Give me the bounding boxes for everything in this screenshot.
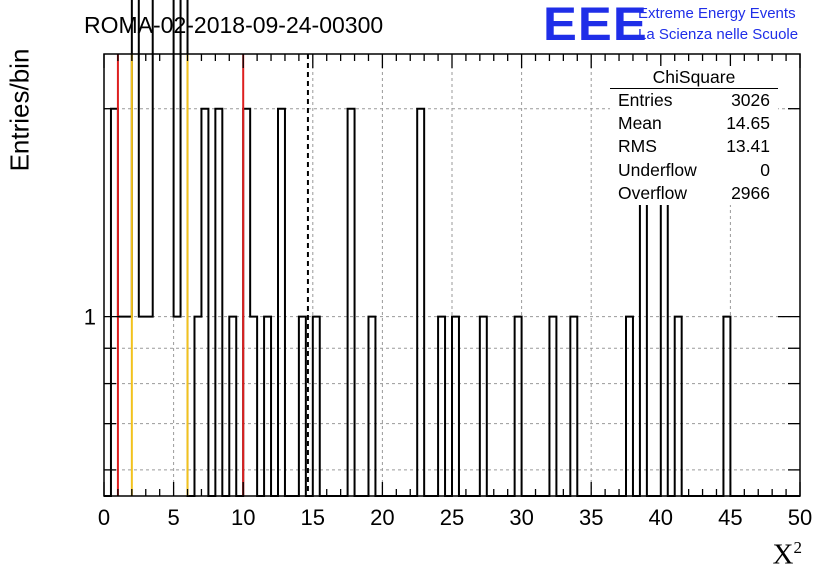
stats-label: Underflow: [618, 159, 697, 180]
histogram-bin: [139, 317, 146, 496]
stats-row-rms: RMS 13.41: [610, 135, 778, 158]
stats-value: 14.65: [726, 113, 770, 134]
axis-ticks: [103, 54, 801, 496]
histogram-bin: [160, 0, 167, 496]
stats-value: 0: [760, 159, 770, 180]
histogram-bin: [118, 317, 125, 496]
x-tick-label: 45: [718, 505, 742, 530]
x-tick-label: 10: [231, 505, 255, 530]
y-axis-label: Entries/bin: [4, 48, 35, 172]
histogram-bin: [167, 0, 174, 496]
histogram-bin: [174, 317, 181, 496]
x-tick-label: 15: [301, 505, 325, 530]
histogram-bin: [111, 109, 118, 496]
logo-line-1: Extreme Energy Events: [638, 5, 796, 22]
histogram-bin: [570, 317, 577, 496]
stats-row-overflow: Overflow 2966: [610, 182, 778, 205]
histogram-bin: [626, 317, 633, 496]
logo-mark: EEE: [543, 0, 648, 50]
x-tick-label: 40: [649, 505, 673, 530]
histogram-bin: [278, 109, 285, 496]
histogram-bin: [675, 317, 682, 496]
histogram-bin: [153, 0, 160, 496]
stats-row-underflow: Underflow 0: [610, 159, 778, 182]
histogram-bin: [480, 317, 487, 496]
histogram-bin: [250, 317, 257, 496]
histogram-bin: [181, 0, 188, 496]
stats-value: 3026: [731, 90, 770, 110]
histogram-bin: [125, 317, 132, 496]
reference-lines: [116, 54, 309, 496]
histogram-bin: [201, 109, 208, 496]
histogram-bin: [299, 317, 306, 496]
histogram-bin: [132, 0, 139, 496]
x-tick-label: 30: [509, 505, 533, 530]
x-tick-label: 50: [788, 505, 812, 530]
stats-value: 13.41: [726, 136, 770, 157]
stats-title: ChiSquare: [610, 66, 778, 89]
histogram-bin: [438, 317, 445, 496]
stats-label: Entries: [618, 90, 673, 110]
stats-row-entries: Entries 3026: [610, 89, 778, 112]
histogram-bin: [215, 109, 222, 496]
stats-value: 2966: [731, 182, 770, 203]
histogram-bin: [243, 109, 250, 496]
histogram-bin: [417, 109, 424, 496]
x-tick-label: 20: [370, 505, 394, 530]
histogram-bin: [368, 317, 375, 496]
x-tick-label: 0: [98, 505, 110, 530]
x-tick-label: 5: [167, 505, 179, 530]
tick-labels: 0 5 10 15 20 25 30 35 40 45 50 1: [84, 305, 812, 530]
stats-label: RMS: [618, 136, 657, 157]
histogram-bin: [348, 109, 355, 496]
stats-label: Overflow: [618, 182, 688, 203]
chart-title: ROMA-02-2018-09-24-00300: [84, 12, 384, 38]
histogram-bin: [194, 317, 201, 496]
histogram-bin: [146, 317, 153, 496]
histogram-bin: [264, 317, 271, 496]
histogram-bin: [452, 317, 459, 496]
logo-line-2: La Scienza nelle Scuole: [638, 26, 799, 43]
x-axis-label: X2: [773, 538, 802, 572]
x-axis-label-base: X: [772, 538, 794, 571]
stats-row-mean: Mean 14.65: [610, 112, 778, 135]
histogram-bin: [723, 317, 730, 496]
histogram-bin: [515, 317, 522, 496]
x-tick-label: 35: [579, 505, 603, 530]
x-tick-label: 25: [440, 505, 464, 530]
histogram-bin: [229, 317, 236, 496]
y-tick-label: 1: [84, 305, 96, 330]
stats-label: Mean: [618, 113, 662, 134]
stats-box: ChiSquare Entries 3026 Mean 14.65 RMS 13…: [610, 66, 778, 205]
x-axis-label-superscript: 2: [793, 538, 803, 557]
histogram-bin: [549, 317, 556, 496]
histogram-bin: [313, 317, 320, 496]
